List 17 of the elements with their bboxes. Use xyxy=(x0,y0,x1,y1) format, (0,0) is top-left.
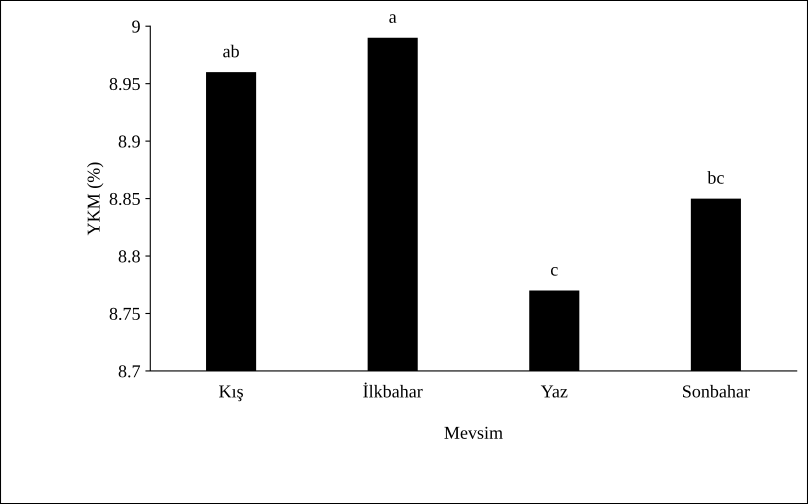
x-tick-label: Sonbahar xyxy=(683,384,750,398)
annotation: a xyxy=(389,14,396,23)
x-tick-label: İlkbahar xyxy=(363,382,423,398)
y-tick-label: 8.9 xyxy=(118,135,140,148)
y-axis-title: YKM (%) xyxy=(87,162,104,236)
y-tick-label: 9 xyxy=(132,20,140,33)
annotation: ab xyxy=(223,44,239,58)
x-tick-label: Kış xyxy=(219,386,243,402)
annotation: c xyxy=(550,267,558,276)
y-tick-label: 8.75 xyxy=(110,308,140,320)
y-tick-label: 8.8 xyxy=(118,250,140,263)
y-tick-label: 8.7 xyxy=(118,365,140,378)
y-tick-label: 8.85 xyxy=(110,192,140,206)
x-tick-label: Yaz xyxy=(540,386,568,398)
y-tick-label: 8.95 xyxy=(110,78,140,90)
x-axis-title: Mevsim xyxy=(444,426,503,439)
annotation: bc xyxy=(707,171,724,184)
